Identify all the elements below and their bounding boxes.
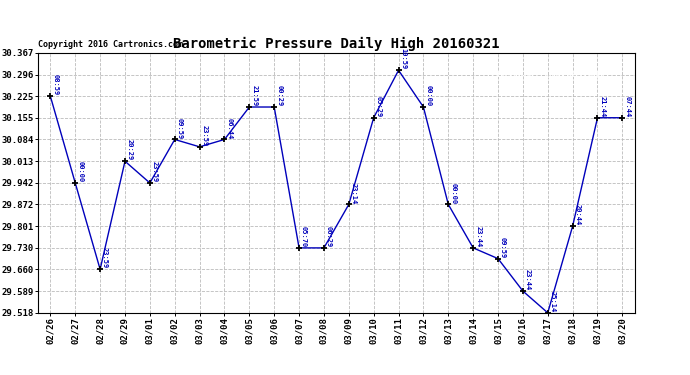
- Text: 20:44: 20:44: [575, 204, 580, 225]
- Text: 00:00: 00:00: [77, 161, 83, 182]
- Text: 09:59: 09:59: [500, 237, 506, 258]
- Text: Copyright 2016 Cartronics.com: Copyright 2016 Cartronics.com: [38, 40, 183, 49]
- Text: 25:14: 25:14: [550, 291, 555, 312]
- Text: 05:29: 05:29: [375, 96, 382, 117]
- Text: 23:14: 23:14: [351, 183, 357, 204]
- Text: 23:59: 23:59: [201, 125, 208, 146]
- Text: 08:59: 08:59: [52, 74, 59, 96]
- Text: 00:00: 00:00: [426, 85, 431, 106]
- Text: 00:00: 00:00: [451, 183, 456, 204]
- Text: Pressure  (Inches/Hg): Pressure (Inches/Hg): [491, 70, 604, 79]
- Text: 06:44: 06:44: [226, 118, 233, 139]
- Text: 00:29: 00:29: [276, 85, 282, 106]
- Text: 21:59: 21:59: [251, 85, 257, 106]
- Text: 05:70: 05:70: [301, 226, 307, 247]
- Title: Barometric Pressure Daily High 20160321: Barometric Pressure Daily High 20160321: [173, 37, 500, 51]
- Text: 21:44: 21:44: [600, 96, 606, 117]
- Text: 23:44: 23:44: [475, 226, 481, 247]
- Text: 20:29: 20:29: [127, 140, 133, 160]
- Text: 07:44: 07:44: [624, 96, 631, 117]
- Text: 23:59: 23:59: [102, 248, 108, 269]
- Text: 06:29: 06:29: [326, 226, 332, 247]
- Text: 23:59: 23:59: [152, 161, 158, 182]
- Text: 10:59: 10:59: [400, 48, 406, 70]
- Text: 09:59: 09:59: [177, 118, 183, 139]
- Text: 23:44: 23:44: [525, 269, 531, 291]
